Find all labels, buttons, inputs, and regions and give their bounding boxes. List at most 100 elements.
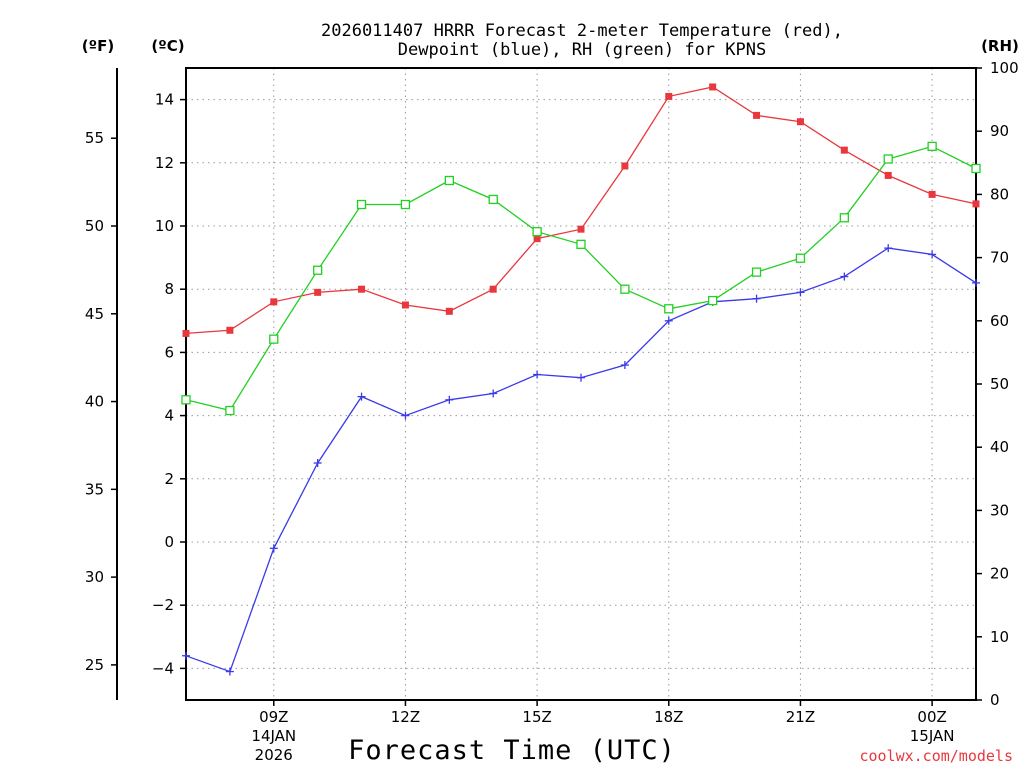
rh-point bbox=[400, 199, 411, 210]
temp-point bbox=[226, 326, 234, 334]
temp-point bbox=[753, 111, 761, 119]
rh-point bbox=[664, 304, 674, 314]
x-tick-label: 15Z bbox=[522, 708, 551, 726]
x-tick-date: 15JAN bbox=[910, 727, 955, 745]
rh-point bbox=[620, 284, 630, 294]
celsius-tick-label: 12 bbox=[155, 154, 174, 172]
rh-point bbox=[795, 253, 806, 263]
rh-point bbox=[971, 163, 981, 174]
temp-point bbox=[621, 162, 629, 170]
fahrenheit-tick-label: 30 bbox=[85, 568, 104, 586]
rh-point bbox=[751, 267, 762, 277]
temp-point bbox=[445, 307, 453, 315]
fahrenheit-tick-label: 50 bbox=[85, 217, 104, 235]
temp-point bbox=[796, 118, 804, 126]
celsius-tick-label: −2 bbox=[152, 596, 174, 614]
x-tick-label: 09Z bbox=[259, 708, 288, 726]
rh-tick-label: 90 bbox=[990, 122, 1009, 140]
celsius-tick-label: −4 bbox=[152, 659, 174, 677]
dewpoint-point bbox=[796, 288, 805, 297]
dewpoint-point bbox=[489, 389, 498, 398]
dewpoint-point bbox=[401, 411, 410, 420]
celsius-tick-label: 4 bbox=[164, 407, 174, 425]
rh-point bbox=[883, 154, 893, 164]
celsius-tick-label: 6 bbox=[164, 343, 174, 361]
temp-point bbox=[577, 225, 585, 233]
rh-point bbox=[313, 265, 323, 275]
rh-point bbox=[927, 141, 937, 152]
temp-point bbox=[533, 235, 541, 243]
x-tick-label: 21Z bbox=[786, 708, 815, 726]
rh-tick-label: 100 bbox=[990, 59, 1019, 77]
celsius-tick-label: 2 bbox=[164, 470, 174, 488]
dewpoint-point bbox=[313, 459, 322, 467]
fahrenheit-tick-label: 25 bbox=[85, 656, 104, 674]
rh-tick-label: 20 bbox=[990, 565, 1009, 583]
gridlines bbox=[186, 68, 976, 700]
fahrenheit-tick-label: 55 bbox=[85, 129, 104, 147]
rh-tick-label: 70 bbox=[990, 249, 1009, 267]
temp-point bbox=[840, 146, 848, 154]
celsius-tick-label: 14 bbox=[155, 91, 174, 109]
rh-point bbox=[269, 334, 279, 344]
dewpoint-point bbox=[972, 278, 980, 287]
rh-tick-label: 0 bbox=[990, 691, 1000, 709]
dewpoint-point bbox=[269, 544, 278, 553]
chart-title-line2: Dewpoint (blue), RH (green) for KPNS bbox=[398, 40, 766, 60]
dewpoint-point bbox=[752, 294, 761, 303]
chart-title-line1: 2026011407 HRRR Forecast 2-meter Tempera… bbox=[321, 21, 843, 41]
x-axis-title: Forecast Time (UTC) bbox=[348, 735, 676, 766]
rh-point bbox=[576, 239, 586, 249]
dewpoint-point bbox=[577, 373, 585, 382]
rh-point bbox=[708, 295, 718, 306]
temp-point bbox=[665, 92, 673, 100]
dewpoint-point bbox=[533, 370, 542, 379]
temp-point bbox=[358, 285, 366, 293]
rh-point bbox=[839, 213, 849, 223]
temp-point bbox=[709, 83, 717, 91]
rh-point bbox=[532, 227, 542, 237]
x-tick-year: 2026 bbox=[255, 746, 293, 764]
series-lines bbox=[181, 83, 981, 676]
dewpoint-point bbox=[928, 250, 937, 259]
credit-text: coolwx.com/models bbox=[859, 747, 1013, 765]
series-line-dewp bbox=[185, 247, 977, 673]
rh-tick-label: 30 bbox=[990, 501, 1009, 519]
rh-point bbox=[181, 395, 191, 405]
celsius-tick-label: 0 bbox=[164, 533, 174, 551]
temp-point bbox=[972, 200, 980, 208]
rh-tick-label: 40 bbox=[990, 438, 1009, 456]
dewpoint-point bbox=[884, 244, 893, 253]
dewpoint-point bbox=[620, 361, 629, 370]
x-tick-label: 12Z bbox=[391, 708, 420, 726]
temp-point bbox=[182, 329, 190, 337]
dewpoint-point bbox=[182, 651, 190, 660]
rh-point bbox=[488, 194, 498, 205]
rh-tick-label: 50 bbox=[990, 375, 1009, 393]
series-line-temp bbox=[185, 86, 977, 335]
rh-tick-label: 80 bbox=[990, 185, 1009, 203]
celsius-tick-label: 8 bbox=[164, 280, 174, 298]
rh-point bbox=[444, 175, 454, 186]
x-tick-label: 18Z bbox=[654, 708, 683, 726]
dewpoint-point bbox=[664, 316, 673, 325]
fahrenheit-tick-label: 40 bbox=[85, 393, 104, 411]
fahrenheit-tick-label: 35 bbox=[85, 480, 104, 498]
temp-point bbox=[314, 288, 322, 296]
rh-point bbox=[356, 199, 367, 210]
rh-tick-label: 60 bbox=[990, 312, 1009, 330]
dewpoint-point bbox=[225, 667, 234, 676]
rh-point bbox=[225, 405, 235, 416]
celsius-unit-label: (ºC) bbox=[151, 37, 184, 55]
temp-point bbox=[270, 298, 278, 306]
dewpoint-point bbox=[445, 395, 454, 404]
x-tick-date: 14JAN bbox=[251, 727, 296, 745]
temp-point bbox=[401, 301, 409, 309]
dewpoint-point bbox=[357, 392, 366, 401]
rh-unit-label: (RH) bbox=[981, 37, 1019, 55]
temp-point bbox=[928, 190, 936, 198]
fahrenheit-unit-label: (ºF) bbox=[82, 37, 114, 55]
series-line-rh bbox=[185, 145, 977, 412]
celsius-tick-label: 10 bbox=[155, 217, 174, 235]
